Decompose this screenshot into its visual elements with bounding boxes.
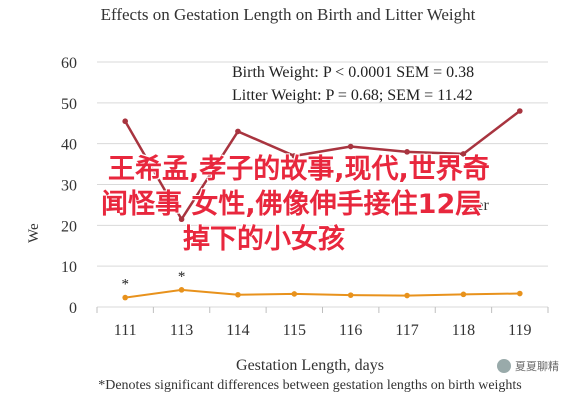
annotation-litter-weight: Litter Weight: P = 0.68; SEM = 11.42 [232, 87, 473, 104]
watermark: 夏夏聊精 [497, 358, 559, 374]
annotations: Birth Weight: P < 0.0001 SEM = 0.38 Litte… [121, 64, 474, 293]
point-birth-weight-111 [122, 294, 128, 301]
point-litter-weight-116 [347, 143, 354, 150]
point-litter-weight-111 [122, 118, 128, 125]
x-tick-119: 119 [508, 322, 531, 339]
series-lines [122, 108, 523, 301]
y-tick-0: 0 [69, 300, 77, 317]
x-tick-114: 114 [226, 322, 249, 339]
legend-litter-label: itter [463, 197, 489, 214]
footnote: *Denotes significant differences between… [98, 378, 522, 393]
point-birth-weight-116 [347, 292, 354, 298]
point-birth-weight-119 [517, 290, 523, 297]
point-litter-weight-117 [404, 149, 410, 155]
y-axis-label: We [26, 223, 42, 243]
x-tick-117: 117 [395, 322, 418, 339]
point-birth-weight-114 [235, 291, 241, 298]
y-tick-20: 20 [61, 218, 77, 235]
y-tick-40: 40 [61, 137, 77, 154]
x-tick-111: 111 [114, 322, 137, 339]
y-tick-10: 10 [61, 259, 77, 276]
significance-mark-111: * [121, 277, 129, 293]
x-tick-labels: 111 113 114 115 116 117 118 119 [114, 322, 532, 339]
annotation-birth-weight: Birth Weight: P < 0.0001 SEM = 0.38 [232, 64, 474, 81]
wechat-icon [497, 359, 511, 373]
point-birth-weight-115 [291, 291, 298, 297]
point-litter-weight-119 [517, 108, 523, 114]
x-tick-118: 118 [452, 322, 475, 339]
point-litter-weight-115 [291, 153, 298, 159]
x-axis-label: Gestation Length, days [236, 357, 384, 374]
significance-mark-113: * [178, 269, 186, 285]
x-tick-115: 115 [283, 322, 306, 339]
point-litter-weight-114 [235, 128, 241, 135]
point-litter-weight-113 [178, 216, 185, 223]
y-tick-labels: 0 10 20 30 40 50 60 [61, 55, 77, 317]
y-tick-60: 60 [61, 55, 77, 72]
point-birth-weight-113 [178, 287, 185, 293]
point-litter-weight-118 [460, 151, 467, 157]
y-tick-30: 30 [61, 178, 77, 195]
point-birth-weight-117 [404, 292, 410, 299]
series-line-birth-weight [125, 288, 520, 299]
y-tick-50: 50 [61, 96, 77, 113]
chart-title: Effects on Gestation Length on Birth and… [101, 5, 476, 24]
gridlines [96, 61, 549, 313]
point-birth-weight-118 [460, 291, 467, 298]
series-line-litter-weight [124, 110, 521, 222]
watermark-text: 夏夏聊精 [515, 360, 559, 373]
x-tick-113: 113 [170, 322, 193, 339]
x-tick-116: 116 [339, 322, 362, 339]
